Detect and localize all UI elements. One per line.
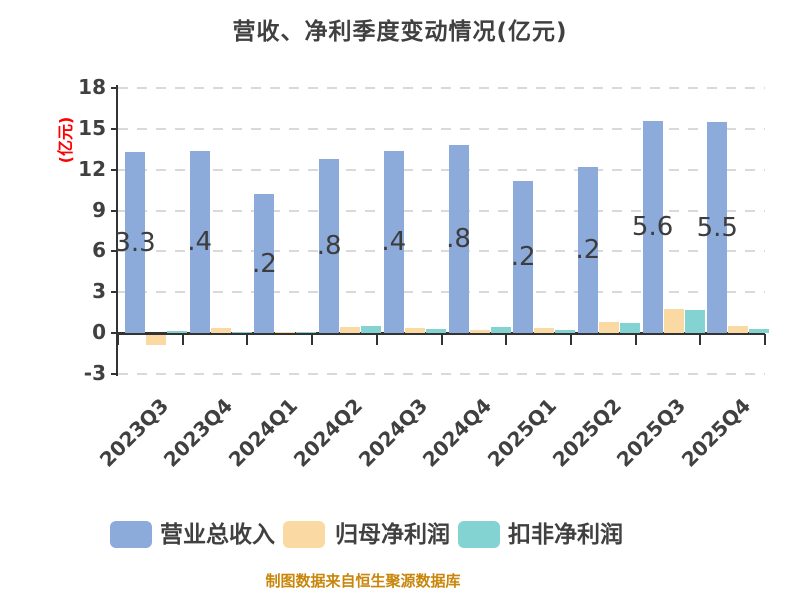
bar-value-label: 5.6 — [631, 211, 674, 242]
bar — [448, 145, 469, 333]
bar — [619, 322, 640, 333]
legend-label-total-revenue: 营业总收入 — [160, 522, 275, 548]
legend-item-total-revenue: 营业总收入 — [110, 521, 306, 549]
y-axis-tick-label: 15 — [78, 116, 106, 140]
y-axis-tick-mark — [111, 291, 118, 294]
bar — [189, 150, 210, 333]
x-axis-tick-mark — [246, 334, 249, 345]
chart-title: 营收、净利季度变动情况(亿元) — [232, 19, 568, 45]
x-axis-tick-mark — [440, 334, 443, 345]
gridline — [118, 372, 765, 375]
gridline — [118, 209, 765, 212]
gridline — [118, 87, 765, 90]
bar-value-label: 5.5 — [696, 212, 738, 243]
bar-value-label: .4 — [187, 226, 213, 257]
bar — [707, 122, 728, 333]
y-axis-tick-label: -3 — [83, 360, 106, 385]
x-axis-tick-mark — [375, 334, 378, 345]
bar — [577, 167, 598, 333]
bar — [598, 322, 619, 333]
x-axis-tick-mark — [181, 334, 184, 345]
y-axis-tick-mark — [111, 87, 118, 90]
bar-value-label: .8 — [316, 230, 342, 261]
x-axis-tick-label: 2024Q1 — [224, 393, 303, 472]
bar — [534, 327, 555, 333]
x-axis-tick-label: 2025Q3 — [612, 393, 691, 472]
legend-label-net-profit: 归母净利润 — [335, 522, 450, 548]
y-axis-tick-label: 6 — [92, 238, 106, 263]
x-axis-tick-mark — [311, 334, 314, 345]
legend-swatch-total-revenue — [110, 521, 152, 548]
y-axis-tick-label: 12 — [78, 156, 106, 181]
bar — [210, 328, 231, 333]
bar — [513, 180, 534, 333]
bar — [296, 331, 317, 333]
y-axis-tick-label: 3 — [92, 279, 106, 304]
bar — [728, 326, 749, 333]
bar — [275, 331, 296, 333]
legend-item-deducted-net-profit: 扣非净利润 — [458, 521, 654, 549]
bar — [749, 328, 770, 333]
x-axis-tick-label: 2025Q1 — [482, 393, 562, 472]
y-axis-tick-mark — [111, 128, 118, 130]
legend-label-deducted-net-profit: 扣非净利润 — [508, 522, 623, 548]
y-axis-tick-label: 9 — [92, 197, 106, 222]
bar — [469, 329, 490, 333]
y-axis-tick-mark — [111, 250, 118, 253]
bar — [340, 326, 361, 333]
x-axis-tick-label: 2025Q2 — [547, 393, 626, 472]
bar — [425, 328, 446, 333]
bar — [404, 328, 425, 333]
legend-swatch-net-profit — [283, 521, 325, 548]
gridline — [118, 128, 765, 130]
bar — [319, 158, 340, 333]
x-axis-tick-label: 2025Q4 — [676, 393, 756, 472]
bar — [684, 309, 705, 333]
bar — [146, 335, 166, 346]
bar-value-label: .4 — [381, 226, 407, 257]
gridline — [118, 291, 765, 294]
bar-value-label: .8 — [446, 224, 471, 255]
bar-value-label: .2 — [575, 235, 601, 266]
x-axis-tick-label: 2024Q2 — [288, 393, 367, 472]
bar — [167, 330, 187, 333]
bar — [361, 326, 382, 333]
gridline — [118, 168, 765, 171]
bar — [383, 150, 404, 333]
x-axis-tick-label: 2024Q3 — [353, 393, 432, 472]
x-axis-tick-mark — [764, 334, 766, 345]
y-axis-tick-label: 0 — [92, 320, 106, 344]
x-axis-tick-mark — [569, 334, 572, 345]
x-axis-tick-mark — [699, 334, 702, 345]
x-axis-tick-mark — [117, 334, 119, 345]
y-axis-tick-mark — [111, 332, 118, 334]
legend-swatch-deducted-net-profit — [458, 521, 500, 548]
y-axis-tick-mark — [111, 372, 118, 375]
bar-value-label: .2 — [510, 241, 536, 272]
bar-value-label: .2 — [251, 248, 277, 279]
bar — [642, 120, 663, 333]
y-axis-tick-label: 18 — [78, 75, 106, 100]
x-axis-tick-mark — [505, 334, 508, 345]
bar — [663, 309, 684, 333]
x-axis-tick-label: 2023Q4 — [159, 393, 238, 472]
bar — [490, 326, 511, 333]
bar-value-label: 3.3 — [114, 227, 156, 258]
footer-note: 制图数据来自恒生聚源数据库 — [265, 572, 461, 590]
gridline — [118, 250, 765, 253]
x-axis-zero-line — [116, 332, 765, 335]
x-axis-tick-label: 2023Q3 — [94, 393, 173, 472]
bar — [125, 152, 145, 333]
y-axis-tick-mark — [111, 168, 118, 171]
bar — [555, 329, 576, 333]
x-axis-tick-mark — [634, 334, 637, 345]
bar — [254, 194, 275, 333]
legend-item-net-profit: 归母净利润 — [283, 521, 479, 549]
bar — [231, 331, 252, 333]
x-axis-tick-label: 2024Q4 — [418, 393, 497, 472]
y-axis-tick-mark — [111, 209, 118, 212]
y-axis-line — [116, 85, 118, 376]
